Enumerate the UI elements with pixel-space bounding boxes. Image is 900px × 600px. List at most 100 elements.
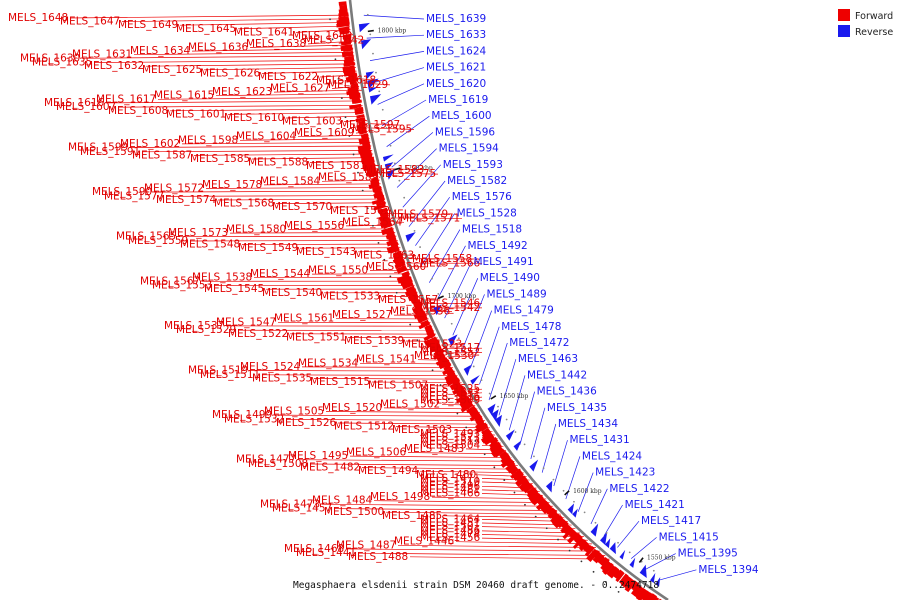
outer-dot-mark [594,521,597,524]
scale-tick-label: 1750 kbp [404,165,433,172]
forward-gene-label: MELS_1649 [118,19,178,31]
forward-label-connector [249,370,456,372]
scale-tick-mark [367,29,374,33]
forward-gene-mark [432,351,445,360]
forward-gene-mark [413,310,426,319]
forward-gene-label: MELS_1535 [252,372,312,384]
outer-dot-mark [419,246,421,248]
forward-gene-mark [512,470,524,482]
forward-label-connector [431,496,547,500]
forward-gene-mark [392,256,404,264]
reverse-gene-label: MELS_1489 [487,288,547,300]
forward-gene-mark [451,377,461,386]
forward-gene-label: MELS_1610 [224,112,284,124]
reverse-gene-mark [368,86,379,93]
forward-label-connector [455,541,592,545]
forward-gene-mark [341,50,354,58]
reverse-label-connector [617,520,640,548]
inner-dot-mark [331,38,334,41]
reverse-gene-mark [463,364,472,376]
outer-dot-mark [398,179,401,182]
reverse-label-connector [461,294,485,353]
reverse-label-connector [553,440,568,487]
forward-gene-mark [356,114,365,119]
inner-dot-mark [534,515,537,518]
forward-gene-mark [396,265,407,272]
reverse-gene-mark [639,564,647,579]
scale-tick-label: 1700 kbp [448,293,477,300]
forward-label-connector [239,138,370,141]
forward-gene-label: MELS_1521 [420,431,480,443]
reverse-gene-mark [609,542,616,555]
forward-label-connector [153,190,383,193]
forward-label-connector [321,503,554,507]
forward-gene-mark [579,541,589,551]
forward-gene-mark [373,204,386,211]
forward-gene-label: MELS_1590 [92,186,152,198]
forward-gene-label: MELS_1507 [368,380,428,392]
forward-gene-mark [475,417,485,426]
forward-gene-label: MELS_1495 [288,450,348,462]
forward-label-connector [397,544,597,548]
forward-gene-label: MELS_1511 [200,369,260,381]
forward-label-connector [205,187,382,189]
reverse-label-connector [373,67,425,84]
forward-gene-mark [631,584,642,597]
reverse-gene-label: MELS_1431 [569,434,629,446]
forward-gene-mark [339,29,350,35]
reverse-gene-label: MELS_1434 [558,418,618,430]
forward-gene-label: MELS_1505 [264,406,324,418]
forward-gene-label: MELS_1609 [294,127,354,139]
outer-dot-mark [431,277,433,280]
forward-label-connector [227,112,365,115]
reverse-gene-mark [491,409,499,422]
outer-dot-mark [413,229,416,232]
outer-dot-mark [628,551,631,554]
inner-dot-mark [334,58,337,61]
inner-dot-mark [557,538,559,541]
inner-dot-mark [545,527,548,530]
forward-gene-label: MELS_1579 [388,208,448,220]
forward-gene-label: MELS_1647 [60,16,120,28]
forward-gene-mark [433,348,445,357]
forward-gene-mark [338,1,347,6]
forward-gene-label: MELS_1456 [420,532,480,544]
outer-dot-mark [583,511,586,514]
reverse-label-connector [363,14,425,20]
scale-tick-mark [437,295,444,300]
reverse-label-connector [541,423,557,473]
inner-dot-mark [456,412,459,415]
forward-gene-mark [518,480,531,492]
reverse-label-connector [508,375,526,431]
forward-gene-label: MELS_1482 [300,462,360,474]
forward-label-connector [390,217,463,220]
forward-gene-mark [358,129,367,135]
inner-dot-mark [503,479,506,481]
forward-gene-label: MELS_1617 [96,93,156,105]
inner-dot-mark [395,291,398,294]
forward-gene-mark [435,357,448,366]
forward-label-connector [481,530,580,534]
reverse-label-connector [519,391,535,445]
forward-gene-label: MELS_1468 [284,543,344,555]
forward-label-connector [378,176,381,178]
forward-gene-mark [357,147,371,154]
forward-gene-mark [423,333,436,341]
forward-gene-mark [523,483,534,494]
forward-gene-label: MELS_1487 [336,539,396,551]
forward-label-connector [349,455,512,458]
forward-gene-mark [645,592,654,600]
reverse-label-connector [436,245,466,301]
forward-label-connector [285,419,486,421]
forward-gene-mark [413,301,423,309]
forward-label-connector [181,142,371,145]
forward-gene-mark [539,500,549,511]
reverse-gene-mark [448,334,458,346]
forward-gene-mark [354,99,362,104]
forward-label-connector [337,422,488,425]
legend: Forward Reverse [838,9,893,38]
forward-gene-mark [641,590,651,600]
outer-dot-mark [605,532,608,534]
reverse-gene-label: MELS_1491 [473,256,533,268]
forward-gene-mark [618,573,629,585]
